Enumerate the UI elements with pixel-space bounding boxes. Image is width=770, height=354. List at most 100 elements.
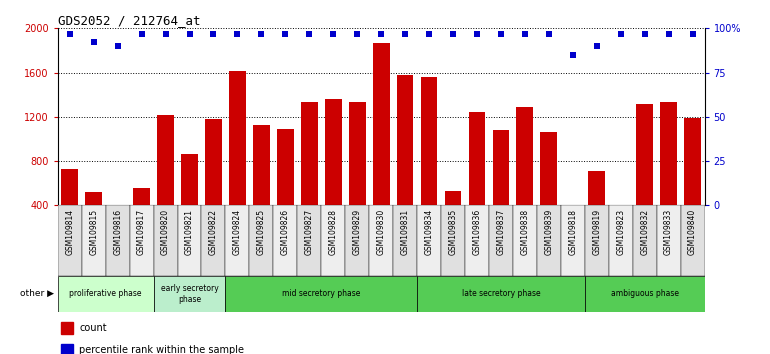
Bar (561, 205, 584, 276)
Bar (157, 115, 174, 250)
Point (495, 31, 507, 36)
Bar (584, 276, 705, 312)
Text: GSM109816: GSM109816 (113, 209, 122, 255)
Text: GSM109825: GSM109825 (257, 209, 266, 255)
Text: GSM109820: GSM109820 (161, 209, 170, 255)
Bar (685, 118, 701, 250)
Bar (129, 205, 153, 276)
Point (64, 31, 76, 36)
Bar (493, 130, 509, 250)
Bar (588, 171, 605, 250)
Point (231, 31, 243, 36)
Bar (609, 205, 633, 276)
Bar (369, 205, 393, 276)
Text: GSM109819: GSM109819 (592, 209, 601, 255)
Text: GSM109824: GSM109824 (233, 209, 242, 255)
Bar (541, 132, 557, 250)
Text: early secretory
phase: early secretory phase (161, 284, 219, 303)
Bar (517, 107, 534, 250)
Bar (297, 205, 321, 276)
Point (470, 31, 483, 36)
Bar (417, 276, 584, 312)
Point (447, 31, 459, 36)
Bar (109, 241, 126, 250)
Text: GSM109834: GSM109834 (424, 209, 434, 255)
Bar (58, 205, 82, 276)
Text: GSM109818: GSM109818 (568, 209, 578, 255)
Text: GSM109831: GSM109831 (400, 209, 410, 255)
Point (136, 31, 148, 36)
Bar (321, 205, 345, 276)
Text: GSM109815: GSM109815 (89, 209, 99, 255)
Text: GSM109830: GSM109830 (377, 209, 386, 255)
Bar (393, 205, 417, 276)
Text: ambiguous phase: ambiguous phase (611, 289, 678, 298)
Bar (249, 205, 273, 276)
Bar (612, 213, 629, 250)
Bar (301, 102, 318, 250)
Bar (277, 129, 293, 250)
Bar (633, 205, 657, 276)
Text: mid secretory phase: mid secretory phase (282, 289, 360, 298)
Bar (660, 102, 677, 250)
Text: GSM109838: GSM109838 (521, 209, 530, 255)
Point (303, 31, 316, 36)
Bar (181, 154, 198, 250)
Bar (397, 75, 413, 250)
Point (662, 31, 675, 36)
Point (327, 31, 340, 36)
Text: GSM109821: GSM109821 (185, 209, 194, 255)
Bar (82, 205, 105, 276)
Bar (537, 205, 561, 276)
Point (207, 31, 219, 36)
Bar (681, 205, 705, 276)
Point (375, 31, 387, 36)
Point (686, 31, 698, 36)
Text: GSM109832: GSM109832 (640, 209, 649, 255)
Point (638, 31, 651, 36)
Text: other ▶: other ▶ (20, 289, 54, 298)
Point (351, 31, 363, 36)
Text: GSM109822: GSM109822 (209, 209, 218, 255)
Point (255, 31, 267, 36)
Bar (441, 205, 465, 276)
Text: count: count (79, 323, 107, 333)
Point (112, 43, 124, 49)
Point (591, 43, 603, 49)
Bar (513, 205, 537, 276)
Text: GSM109835: GSM109835 (448, 209, 457, 255)
Bar (273, 205, 297, 276)
Text: GSM109833: GSM109833 (664, 209, 673, 255)
Bar (465, 205, 489, 276)
Text: GSM109828: GSM109828 (329, 209, 338, 255)
Point (280, 31, 292, 36)
Bar (178, 205, 202, 276)
Bar (229, 72, 246, 250)
Text: percentile rank within the sample: percentile rank within the sample (79, 345, 244, 354)
Bar (226, 205, 249, 276)
Text: GSM109823: GSM109823 (616, 209, 625, 255)
Bar (417, 205, 441, 276)
Point (159, 31, 172, 36)
Point (399, 31, 411, 36)
Point (519, 31, 531, 36)
Bar (657, 205, 681, 276)
Bar (61, 321, 72, 335)
Text: GSM109829: GSM109829 (353, 209, 362, 255)
Bar (253, 125, 270, 250)
Bar (153, 205, 178, 276)
Bar (153, 276, 226, 312)
Bar (636, 104, 653, 250)
Bar (226, 276, 417, 312)
Text: GSM109826: GSM109826 (281, 209, 290, 255)
Text: GSM109817: GSM109817 (137, 209, 146, 255)
Bar (420, 77, 437, 250)
Text: GSM109840: GSM109840 (688, 209, 697, 255)
Bar (489, 205, 513, 276)
Bar (133, 188, 150, 250)
Text: GSM109837: GSM109837 (497, 209, 505, 255)
Bar (61, 344, 72, 354)
Text: GSM109839: GSM109839 (544, 209, 554, 255)
Bar (205, 119, 222, 250)
Bar (444, 191, 461, 250)
